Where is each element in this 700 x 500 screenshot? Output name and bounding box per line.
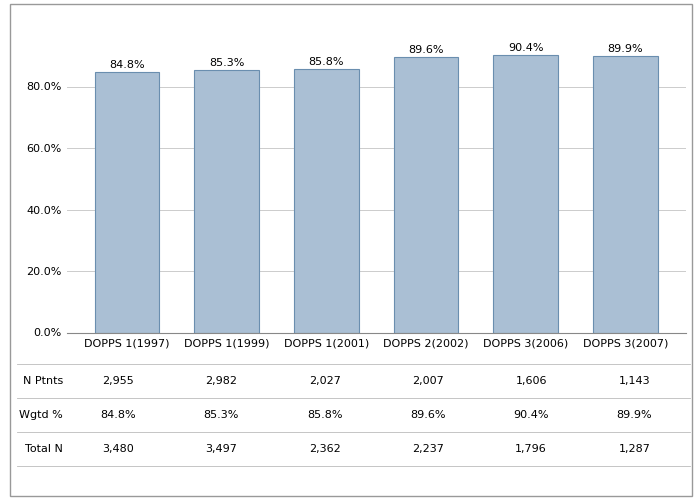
- Text: 84.8%: 84.8%: [100, 410, 136, 420]
- Text: N Ptnts: N Ptnts: [22, 376, 63, 386]
- Text: 1,796: 1,796: [515, 444, 547, 454]
- Text: 3,480: 3,480: [102, 444, 134, 454]
- Text: 90.4%: 90.4%: [513, 410, 549, 420]
- Text: 85.3%: 85.3%: [204, 410, 239, 420]
- Bar: [393, 57, 458, 332]
- Text: 2,362: 2,362: [309, 444, 340, 454]
- Text: Wgtd %: Wgtd %: [20, 410, 63, 420]
- Text: 85.3%: 85.3%: [209, 58, 244, 68]
- Text: Total N: Total N: [25, 444, 63, 454]
- Text: 1,606: 1,606: [515, 376, 547, 386]
- Text: 2,027: 2,027: [309, 376, 341, 386]
- Bar: [94, 72, 160, 332]
- Text: 90.4%: 90.4%: [508, 42, 543, 52]
- Text: 1,287: 1,287: [618, 444, 650, 454]
- Bar: [294, 68, 359, 332]
- Text: 2,982: 2,982: [205, 376, 237, 386]
- Text: 1,143: 1,143: [619, 376, 650, 386]
- Text: 89.6%: 89.6%: [408, 45, 444, 55]
- Bar: [593, 56, 658, 332]
- Text: 2,007: 2,007: [412, 376, 444, 386]
- Bar: [494, 54, 558, 332]
- Text: 3,497: 3,497: [205, 444, 237, 454]
- Text: 2,955: 2,955: [102, 376, 134, 386]
- Text: 2,237: 2,237: [412, 444, 444, 454]
- Text: 84.8%: 84.8%: [109, 60, 145, 70]
- Text: 89.6%: 89.6%: [410, 410, 446, 420]
- Text: 85.8%: 85.8%: [307, 410, 342, 420]
- Text: 89.9%: 89.9%: [617, 410, 652, 420]
- Bar: [195, 70, 259, 332]
- Text: 89.9%: 89.9%: [608, 44, 643, 54]
- Text: 85.8%: 85.8%: [309, 57, 344, 67]
